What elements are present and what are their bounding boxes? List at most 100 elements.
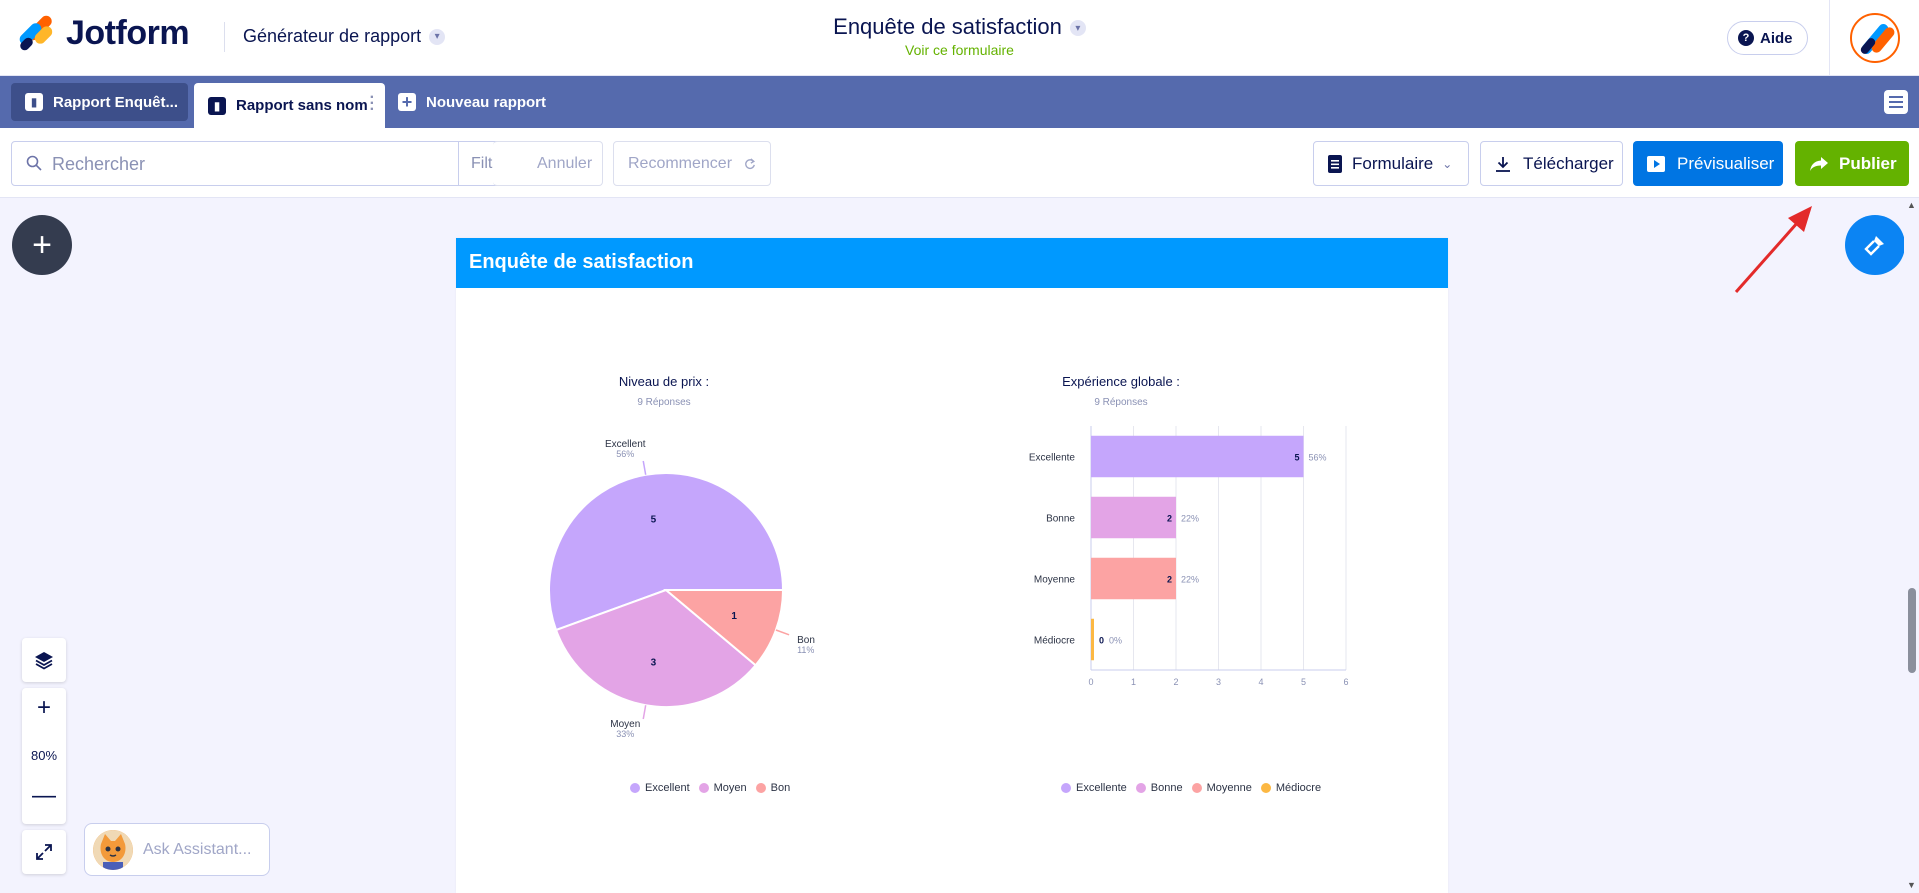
bar-percent-label: 22% [1181, 514, 1199, 524]
legend-swatch [1260, 783, 1271, 793]
undo-button[interactable]: Annuler [493, 141, 603, 186]
app-switcher-label: Générateur de rapport [243, 26, 422, 46]
legend-swatch [698, 783, 709, 793]
legend-item: Moyen [698, 782, 747, 794]
tab-rapport-enquete[interactable]: ▮ Rapport Enquêt... [11, 83, 188, 121]
preview-button[interactable]: Prévisualiser [1633, 141, 1783, 186]
assistant-avatar-icon [93, 829, 133, 870]
chevron-down-icon: ▾ [429, 28, 446, 45]
bar-percent-label: 56% [1309, 453, 1327, 463]
zoom-panel: + 80% — [22, 638, 66, 874]
add-element-button[interactable]: + [12, 215, 72, 275]
legend-label: Excellente [1076, 782, 1127, 794]
help-label: Aide [1760, 29, 1793, 47]
legend-item: Bon [755, 782, 790, 794]
legend-label: Bonne [1150, 782, 1183, 794]
pie-value-label: 1 [731, 611, 737, 622]
redo-button[interactable]: Recommencer [613, 141, 771, 186]
legend-item: Médiocre [1260, 782, 1321, 794]
bar-chart-legend: Excellente Bonne Moyenne Médiocre [1061, 782, 1321, 794]
design-tools-button[interactable] [1845, 215, 1905, 275]
zoom-controls: + 80% — [22, 688, 66, 824]
form-title[interactable]: Enquête de satisfaction ▾ [0, 14, 1919, 40]
scroll-up-arrow-icon[interactable]: ▲ [1907, 200, 1916, 210]
fullscreen-button[interactable] [22, 830, 66, 874]
form-dropdown-button[interactable]: Formulaire ⌄ [1313, 141, 1469, 186]
chevron-down-icon: ▾ [1069, 20, 1086, 37]
bar-percent-label: 22% [1181, 575, 1199, 585]
x-tick-label: 5 [1301, 677, 1306, 687]
pie-chart-legend: Excellent Moyen Bon [630, 782, 790, 794]
bar-value-label: 5 [1294, 453, 1299, 463]
download-label: Télécharger [1523, 153, 1614, 173]
publish-button[interactable]: Publier [1795, 141, 1909, 186]
minus-icon: — [32, 782, 56, 809]
legend-label: Moyen [713, 782, 747, 794]
layers-button[interactable] [22, 638, 66, 682]
x-tick-label: 6 [1343, 677, 1348, 687]
app-switcher[interactable]: Générateur de rapport ▾ [243, 26, 446, 47]
x-tick-label: 0 [1088, 677, 1093, 687]
legend-swatch [630, 783, 640, 793]
pie-category-label: Moyen [610, 719, 640, 730]
undo-label: Annuler [537, 154, 593, 172]
pie-leader-line [642, 460, 647, 475]
search-input[interactable] [52, 150, 452, 178]
bar-chart-title: Expérience globale : [1062, 374, 1180, 389]
bar-value-label: 2 [1167, 514, 1172, 524]
scroll-down-arrow-icon[interactable]: ▼ [1907, 880, 1916, 890]
hamburger-menu-button[interactable] [1884, 90, 1908, 114]
pie-percent-label: 33% [616, 729, 634, 739]
question-icon: ? [1738, 30, 1754, 46]
bar-excellente [1091, 435, 1304, 478]
x-tick-label: 1 [1131, 677, 1136, 687]
top-bar: Jotform Générateur de rapport ▾ Enquête … [0, 0, 1919, 76]
scrollbar-thumb[interactable] [1908, 588, 1916, 673]
zoom-level: 80% [30, 748, 58, 763]
help-button[interactable]: ? Aide [1727, 21, 1808, 55]
legend-item: Bonne [1135, 782, 1183, 794]
view-form-link[interactable]: Voir ce formulaire [0, 42, 1919, 58]
jotform-logo[interactable]: Jotform [17, 13, 190, 53]
scrollbar[interactable] [1904, 198, 1919, 893]
report-header[interactable]: Enquête de satisfaction [456, 238, 1448, 288]
x-tick-label: 4 [1258, 677, 1263, 687]
assistant-label: Ask Assistant... [143, 840, 252, 858]
layers-icon [35, 652, 53, 670]
pie-percent-label: 56% [616, 449, 634, 459]
pie-leader-line [775, 629, 790, 636]
redo-icon [745, 157, 756, 169]
avatar[interactable] [1850, 13, 1900, 63]
zoom-in-button[interactable]: + [22, 694, 66, 726]
legend-item: Excellente [1061, 782, 1127, 794]
bar-percent-label: 0% [1109, 636, 1122, 646]
form-label: Formulaire [1352, 153, 1434, 173]
pie-leader-line [642, 705, 647, 720]
legend-item: Moyenne [1191, 782, 1252, 794]
pie-slice-bon [663, 589, 785, 667]
tab-label: Rapport sans nom [236, 97, 368, 114]
pie-value-label: 3 [651, 657, 657, 668]
ask-assistant-button[interactable]: Ask Assistant... [84, 823, 270, 876]
expand-icon [36, 844, 52, 860]
y-category-label: Bonne [1046, 514, 1075, 525]
bar-bonne [1091, 496, 1176, 539]
bar-value-label: 0 [1099, 636, 1104, 646]
more-options-icon[interactable]: · · · [369, 89, 375, 118]
y-category-label: Excellente [1029, 453, 1076, 464]
tab-rapport-sans-nom[interactable]: ▮ Rapport sans nom · · · [194, 83, 385, 128]
bar-value-label: 2 [1167, 575, 1172, 585]
zoom-out-button[interactable]: — [22, 782, 66, 814]
new-report-button[interactable]: + Nouveau rapport [398, 83, 546, 121]
tab-label: Rapport Enquêt... [53, 93, 178, 111]
download-button[interactable]: Télécharger [1480, 141, 1623, 186]
legend-label: Excellent [645, 782, 690, 794]
publish-label: Publier [1839, 153, 1897, 173]
pie-chart-subtitle: 9 Réponses [637, 397, 691, 408]
legend-swatch [1191, 783, 1202, 793]
document-icon [1328, 154, 1342, 173]
search-icon [26, 155, 42, 171]
divider [224, 22, 225, 52]
chevron-down-icon: ⌄ [1442, 156, 1453, 171]
